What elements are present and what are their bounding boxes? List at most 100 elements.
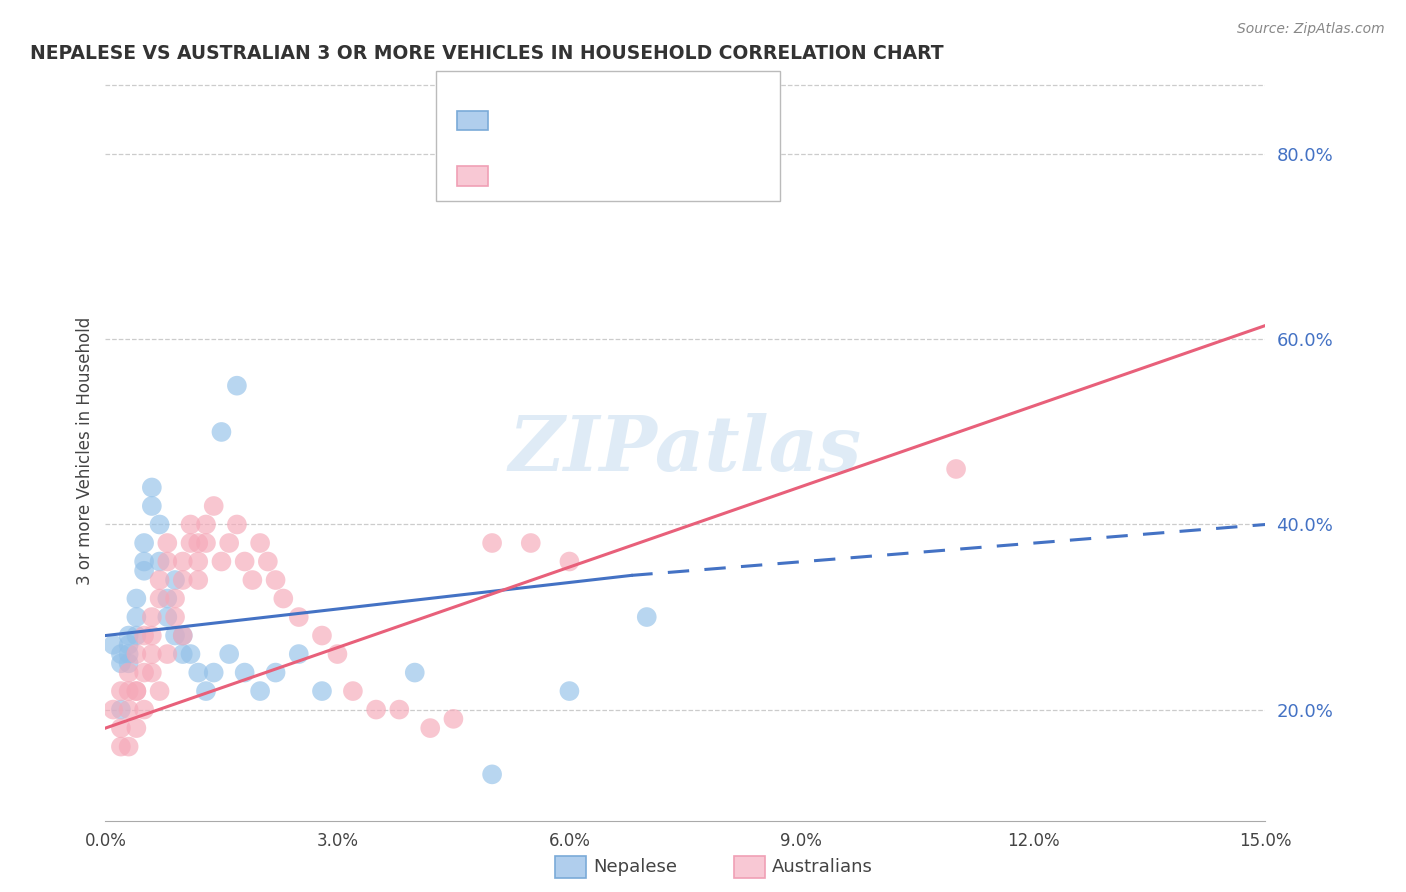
Nepalese xyxy=(194,684,218,698)
Australians xyxy=(242,573,264,587)
Nepalese xyxy=(264,665,287,680)
Text: R =: R = xyxy=(496,105,536,123)
Text: 0.151: 0.151 xyxy=(543,105,605,124)
Nepalese xyxy=(141,499,163,513)
Australians xyxy=(288,610,311,624)
Nepalese xyxy=(149,517,172,532)
Australians xyxy=(558,555,581,569)
Nepalese xyxy=(156,591,179,606)
Nepalese xyxy=(141,480,163,494)
Australians xyxy=(388,703,411,717)
Nepalese xyxy=(311,684,333,698)
Australians xyxy=(110,721,132,735)
Australians xyxy=(326,647,349,661)
Nepalese xyxy=(202,665,225,680)
Australians xyxy=(366,703,388,717)
Nepalese xyxy=(118,647,141,661)
Nepalese xyxy=(118,657,141,671)
Australians xyxy=(141,628,163,642)
Australians xyxy=(419,721,441,735)
Nepalese xyxy=(110,703,132,717)
Australians xyxy=(520,536,543,550)
Text: 59: 59 xyxy=(655,161,682,179)
Australians xyxy=(187,536,209,550)
Nepalese xyxy=(481,767,503,781)
Australians xyxy=(180,517,202,532)
Nepalese xyxy=(180,647,202,661)
Nepalese xyxy=(187,665,209,680)
Nepalese xyxy=(636,610,658,624)
Australians xyxy=(202,499,225,513)
Nepalese xyxy=(233,665,256,680)
Australians xyxy=(110,739,132,754)
Text: ZIPatlas: ZIPatlas xyxy=(509,414,862,487)
Australians xyxy=(218,536,240,550)
Australians xyxy=(118,739,141,754)
Australians xyxy=(187,573,209,587)
Nepalese xyxy=(118,628,141,642)
Australians xyxy=(132,665,156,680)
Nepalese xyxy=(118,638,141,652)
Text: N =: N = xyxy=(612,105,651,123)
Text: N =: N = xyxy=(612,161,651,178)
Australians xyxy=(149,591,172,606)
Australians xyxy=(156,555,179,569)
Australians xyxy=(264,573,287,587)
Y-axis label: 3 or more Vehicles in Household: 3 or more Vehicles in Household xyxy=(76,317,94,584)
Australians xyxy=(441,712,464,726)
Nepalese xyxy=(125,628,148,642)
Australians xyxy=(132,703,156,717)
Australians xyxy=(118,703,141,717)
Australians xyxy=(180,536,202,550)
Australians xyxy=(249,536,271,550)
Australians xyxy=(194,536,218,550)
Text: Australians: Australians xyxy=(772,858,873,876)
Australians xyxy=(141,665,163,680)
Australians xyxy=(172,573,194,587)
Australians xyxy=(194,517,218,532)
Nepalese xyxy=(172,628,194,642)
Text: Nepalese: Nepalese xyxy=(593,858,678,876)
Australians xyxy=(273,591,295,606)
Nepalese xyxy=(110,647,132,661)
Australians xyxy=(945,462,967,476)
Text: 0.541: 0.541 xyxy=(543,161,605,179)
Australians xyxy=(132,628,156,642)
Nepalese xyxy=(218,647,240,661)
Australians xyxy=(141,610,163,624)
Australians xyxy=(125,684,148,698)
Nepalese xyxy=(125,610,148,624)
Australians xyxy=(118,684,141,698)
Australians xyxy=(165,610,187,624)
Text: 40: 40 xyxy=(655,105,682,124)
Nepalese xyxy=(110,657,132,671)
Nepalese xyxy=(165,573,187,587)
Australians xyxy=(225,517,249,532)
Australians xyxy=(125,721,148,735)
Nepalese xyxy=(225,378,249,392)
Nepalese xyxy=(288,647,311,661)
Australians xyxy=(125,647,148,661)
Australians xyxy=(311,628,333,642)
Australians xyxy=(342,684,364,698)
Nepalese xyxy=(211,425,233,439)
Australians xyxy=(165,591,187,606)
Australians xyxy=(125,684,148,698)
Australians xyxy=(149,684,172,698)
Australians xyxy=(110,684,132,698)
Australians xyxy=(118,665,141,680)
Australians xyxy=(233,555,256,569)
Nepalese xyxy=(558,684,581,698)
Nepalese xyxy=(132,555,156,569)
Australians xyxy=(172,628,194,642)
Nepalese xyxy=(149,555,172,569)
Nepalese xyxy=(249,684,271,698)
Australians xyxy=(103,703,124,717)
Australians xyxy=(172,555,194,569)
Nepalese xyxy=(404,665,426,680)
Australians xyxy=(187,555,209,569)
Nepalese xyxy=(132,536,156,550)
Australians xyxy=(257,555,280,569)
Australians xyxy=(481,536,503,550)
Australians xyxy=(211,555,233,569)
